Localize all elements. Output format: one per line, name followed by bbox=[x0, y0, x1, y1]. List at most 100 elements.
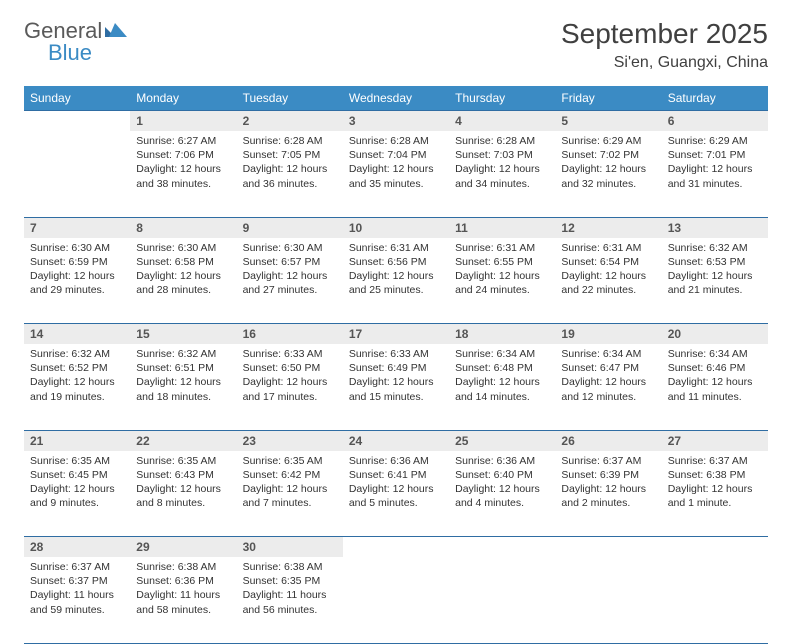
sunset-text: Sunset: 6:49 PM bbox=[349, 361, 443, 375]
daynum-row: 21222324252627 bbox=[24, 430, 768, 451]
sunrise-text: Sunrise: 6:38 AM bbox=[136, 560, 230, 574]
daylight-text: Daylight: 12 hours and 5 minutes. bbox=[349, 482, 443, 510]
day-cell: Sunrise: 6:35 AMSunset: 6:43 PMDaylight:… bbox=[130, 451, 236, 537]
daylight-text: Daylight: 12 hours and 17 minutes. bbox=[243, 375, 337, 403]
daynum-row: 14151617181920 bbox=[24, 324, 768, 345]
sunset-text: Sunset: 7:04 PM bbox=[349, 148, 443, 162]
day-number: 16 bbox=[237, 324, 343, 345]
day-number: 27 bbox=[662, 430, 768, 451]
sunrise-text: Sunrise: 6:31 AM bbox=[561, 241, 655, 255]
sunrise-text: Sunrise: 6:35 AM bbox=[243, 454, 337, 468]
day-number: 29 bbox=[130, 537, 236, 558]
sunset-text: Sunset: 6:43 PM bbox=[136, 468, 230, 482]
sunset-text: Sunset: 6:36 PM bbox=[136, 574, 230, 588]
daylight-text: Daylight: 12 hours and 29 minutes. bbox=[30, 269, 124, 297]
col-saturday: Saturday bbox=[662, 86, 768, 111]
daylight-text: Daylight: 12 hours and 7 minutes. bbox=[243, 482, 337, 510]
logo-sub: Blue bbox=[48, 40, 127, 66]
day-cell bbox=[449, 557, 555, 643]
day-cell: Sunrise: 6:28 AMSunset: 7:04 PMDaylight:… bbox=[343, 131, 449, 217]
sunset-text: Sunset: 7:06 PM bbox=[136, 148, 230, 162]
day-cell: Sunrise: 6:28 AMSunset: 7:03 PMDaylight:… bbox=[449, 131, 555, 217]
sunrise-text: Sunrise: 6:27 AM bbox=[136, 134, 230, 148]
sunset-text: Sunset: 6:58 PM bbox=[136, 255, 230, 269]
sunset-text: Sunset: 6:37 PM bbox=[30, 574, 124, 588]
daylight-text: Daylight: 12 hours and 18 minutes. bbox=[136, 375, 230, 403]
daylight-text: Daylight: 12 hours and 21 minutes. bbox=[668, 269, 762, 297]
day-content-row: Sunrise: 6:37 AMSunset: 6:37 PM Daylight:… bbox=[24, 557, 768, 643]
sunrise-text: Sunrise: 6:32 AM bbox=[668, 241, 762, 255]
daylight-text: Daylight: 12 hours and 8 minutes. bbox=[136, 482, 230, 510]
sunrise-text: Sunrise: 6:33 AM bbox=[349, 347, 443, 361]
day-cell: Sunrise: 6:31 AMSunset: 6:55 PMDaylight:… bbox=[449, 238, 555, 324]
day-number: 15 bbox=[130, 324, 236, 345]
day-content-row: Sunrise: 6:32 AM Sunset: 6:52 PM Daylight:… bbox=[24, 344, 768, 430]
daylight-text: Daylight: 12 hours and 34 minutes. bbox=[455, 162, 549, 190]
sunset-text: Sunset: 6:38 PM bbox=[668, 468, 762, 482]
day-number bbox=[343, 537, 449, 558]
day-number: 6 bbox=[662, 111, 768, 132]
sunset-text: Sunset: 7:02 PM bbox=[561, 148, 655, 162]
sunset-text: Sunset: 6:57 PM bbox=[243, 255, 337, 269]
day-cell: Sunrise: 6:33 AMSunset: 6:50 PMDaylight:… bbox=[237, 344, 343, 430]
day-number: 1 bbox=[130, 111, 236, 132]
day-number: 25 bbox=[449, 430, 555, 451]
day-content-row: Sunrise: 6:30 AMSunset: 6:59 PMDaylight:… bbox=[24, 238, 768, 324]
sunset-text: Sunset: 6:45 PM bbox=[30, 468, 124, 482]
sunrise-text: Sunrise: 6:34 AM bbox=[455, 347, 549, 361]
day-cell: Sunrise: 6:34 AMSunset: 6:47 PMDaylight:… bbox=[555, 344, 661, 430]
sunset-text: Sunset: 6:54 PM bbox=[561, 255, 655, 269]
sunset-text: Sunset: 6:48 PM bbox=[455, 361, 549, 375]
day-cell: Sunrise: 6:34 AMSunset: 6:48 PMDaylight:… bbox=[449, 344, 555, 430]
sunset-text: Sunset: 6:52 PM bbox=[30, 361, 124, 375]
sunset-text: Sunset: 6:39 PM bbox=[561, 468, 655, 482]
daylight-text: Daylight: 12 hours and 2 minutes. bbox=[561, 482, 655, 510]
sunrise-text: Sunrise: 6:30 AM bbox=[243, 241, 337, 255]
day-cell: Sunrise: 6:30 AMSunset: 6:57 PMDaylight:… bbox=[237, 238, 343, 324]
daylight-text: Daylight: 12 hours and 11 minutes. bbox=[668, 375, 762, 403]
col-wednesday: Wednesday bbox=[343, 86, 449, 111]
daylight-text: Daylight: 12 hours and 9 minutes. bbox=[30, 482, 124, 510]
day-number: 4 bbox=[449, 111, 555, 132]
sunrise-text: Sunrise: 6:29 AM bbox=[668, 134, 762, 148]
sunrise-text: Sunrise: 6:37 AM bbox=[30, 560, 124, 574]
day-number: 28 bbox=[24, 537, 130, 558]
day-cell: Sunrise: 6:35 AMSunset: 6:45 PMDaylight:… bbox=[24, 451, 130, 537]
day-cell: Sunrise: 6:32 AMSunset: 6:52 PMDaylight:… bbox=[24, 344, 130, 430]
day-cell: Sunrise: 6:34 AMSunset: 6:46 PMDaylight:… bbox=[662, 344, 768, 430]
day-number: 23 bbox=[237, 430, 343, 451]
title-block: September 2025 Si'en, Guangxi, China bbox=[561, 18, 768, 72]
sunset-text: Sunset: 6:55 PM bbox=[455, 255, 549, 269]
daylight-text: Daylight: 12 hours and 15 minutes. bbox=[349, 375, 443, 403]
sunrise-text: Sunrise: 6:34 AM bbox=[561, 347, 655, 361]
daylight-text: Daylight: 11 hours and 58 minutes. bbox=[136, 588, 230, 616]
daynum-row: 123456 bbox=[24, 111, 768, 132]
sunrise-text: Sunrise: 6:31 AM bbox=[349, 241, 443, 255]
col-sunday: Sunday bbox=[24, 86, 130, 111]
day-cell bbox=[343, 557, 449, 643]
daylight-text: Daylight: 12 hours and 12 minutes. bbox=[561, 375, 655, 403]
sunrise-text: Sunrise: 6:28 AM bbox=[243, 134, 337, 148]
sunset-text: Sunset: 7:03 PM bbox=[455, 148, 549, 162]
sunrise-text: Sunrise: 6:32 AM bbox=[136, 347, 230, 361]
day-number bbox=[449, 537, 555, 558]
day-cell: Sunrise: 6:33 AMSunset: 6:49 PMDaylight:… bbox=[343, 344, 449, 430]
sunset-text: Sunset: 7:05 PM bbox=[243, 148, 337, 162]
sunrise-text: Sunrise: 6:36 AM bbox=[455, 454, 549, 468]
day-number bbox=[24, 111, 130, 132]
day-number: 20 bbox=[662, 324, 768, 345]
sunset-text: Sunset: 6:47 PM bbox=[561, 361, 655, 375]
day-number: 26 bbox=[555, 430, 661, 451]
day-cell: Sunrise: 6:31 AMSunset: 6:54 PMDaylight:… bbox=[555, 238, 661, 324]
day-cell: Sunrise: 6:37 AMSunset: 6:39 PMDaylight:… bbox=[555, 451, 661, 537]
day-number: 12 bbox=[555, 217, 661, 238]
sunset-text: Sunset: 6:56 PM bbox=[349, 255, 443, 269]
day-cell: Sunrise: 6:30 AMSunset: 6:58 PMDaylight:… bbox=[130, 238, 236, 324]
day-number: 11 bbox=[449, 217, 555, 238]
day-cell: Sunrise: 6:36 AMSunset: 6:41 PMDaylight:… bbox=[343, 451, 449, 537]
daynum-row: 78910111213 bbox=[24, 217, 768, 238]
day-number: 10 bbox=[343, 217, 449, 238]
sunrise-text: Sunrise: 6:38 AM bbox=[243, 560, 337, 574]
day-number: 14 bbox=[24, 324, 130, 345]
day-cell: Sunrise: 6:29 AMSunset: 7:01 PMDaylight:… bbox=[662, 131, 768, 217]
